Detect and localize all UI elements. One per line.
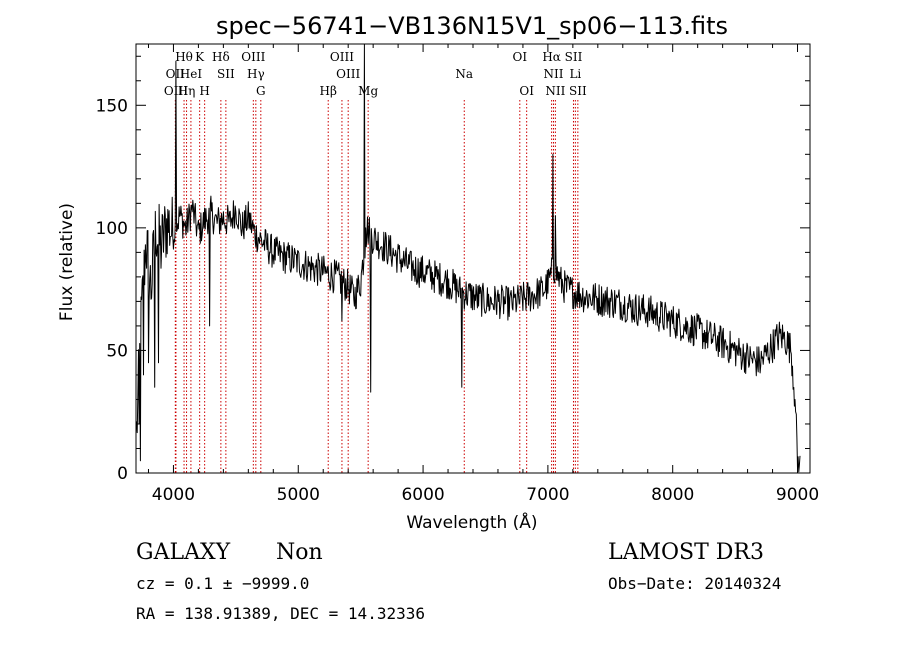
y-axis-ticks: 0 50 100 150	[96, 55, 810, 484]
x-tick-label: 6000	[401, 485, 444, 505]
line-marker-label: HeI	[180, 67, 203, 81]
y-tick-label: 150	[96, 96, 128, 116]
line-marker-label: Mg	[358, 84, 378, 98]
x-tick-label: 9000	[776, 485, 819, 505]
line-marker-label: K	[195, 50, 205, 64]
line-marker-label: Hδ	[212, 50, 230, 64]
line-marker-label: H	[199, 84, 209, 98]
classification-label: GALAXY	[136, 540, 231, 565]
chart-title: spec−56741−VB136N15V1_sp06−113.fits	[216, 12, 728, 40]
plot-frame	[135, 43, 811, 474]
line-marker-label: OIII	[336, 67, 360, 81]
line-marker-label: NII	[544, 67, 564, 81]
line-marker-label: SII	[569, 84, 587, 98]
subclass-label: Non	[276, 540, 323, 565]
y-tick-label: 50	[106, 341, 128, 361]
line-marker-label: SII	[565, 50, 583, 64]
line-marker-label: Li	[569, 67, 581, 81]
line-marker-label: OIII	[241, 50, 265, 64]
line-marker-label: G	[256, 84, 266, 98]
redshift-label: cz = 0.1 ± −9999.0	[136, 574, 309, 593]
x-tick-label: 4000	[152, 485, 195, 505]
y-tick-label: 100	[96, 219, 128, 239]
spectrum-line	[136, 43, 801, 473]
line-marker-label: Hγ	[247, 67, 265, 81]
survey-label: LAMOST DR3	[608, 540, 764, 565]
obs-date-label: Obs−Date: 20140324	[608, 574, 781, 593]
line-marker-label: Hθ	[175, 50, 193, 64]
x-axis-label: Wavelength (Å)	[406, 511, 537, 533]
line-marker-label: Na	[455, 67, 473, 81]
line-marker-label: NII	[545, 84, 565, 98]
y-tick-label: 0	[117, 464, 128, 484]
line-marker-label: Hβ	[320, 84, 337, 98]
y-axis-label: Flux (relative)	[57, 203, 77, 321]
line-marker-label: Hη	[178, 84, 196, 98]
x-tick-label: 7000	[526, 485, 569, 505]
x-tick-label: 5000	[277, 485, 320, 505]
line-marker-label: Hα	[542, 50, 561, 64]
line-marker-label: OI	[513, 50, 528, 64]
line-marker-label: OI	[519, 84, 534, 98]
coordinates-label: RA = 138.91389, DEC = 14.32336	[136, 604, 425, 623]
line-marker-label: SII	[217, 67, 235, 81]
x-axis-ticks: 4000 5000 6000 7000 8000 9000	[147, 44, 819, 505]
line-marker-label: OIII	[330, 50, 354, 64]
x-tick-label: 8000	[651, 485, 694, 505]
